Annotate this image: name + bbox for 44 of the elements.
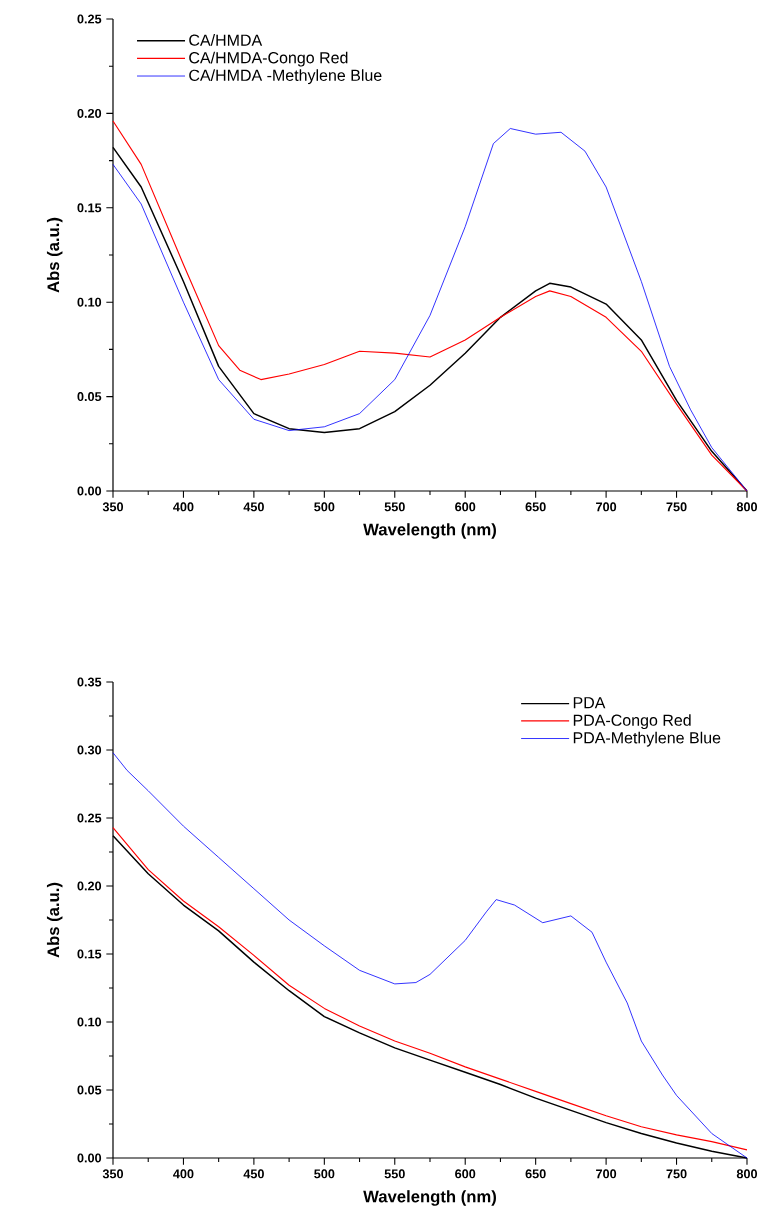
x-axis-title: Wavelength (nm) [363,1190,496,1206]
x-tick-label: 500 [314,1169,335,1179]
x-tick-label: 600 [455,1169,476,1179]
y-tick-label: 0.05 [77,1085,102,1095]
x-tick-label: 550 [384,1169,405,1179]
x-tick-label: 400 [173,502,194,512]
legend-label: PDA [573,697,606,709]
y-tick-label: 0.30 [77,745,102,755]
y-tick-label: 0.05 [77,392,102,402]
y-tick-label: 0.15 [77,203,102,213]
y-tick-label: 0.10 [77,297,102,307]
legend-label: PDA-Congo Red [573,714,691,730]
x-tick-label: 650 [525,1169,546,1179]
y-tick-label: 0.25 [77,813,102,823]
y-tick-label: 0.10 [77,1017,102,1027]
x-tick-label: 650 [525,502,546,512]
y-tick-label: 0.25 [77,14,102,24]
x-tick-label: 700 [596,1169,617,1179]
y-tick-label: 0.00 [77,1153,102,1163]
y-tick-label: 0.00 [77,486,102,496]
y-tick-label: 0.20 [77,108,102,118]
y-axis-title: Abs (a.u.) [46,882,63,958]
x-tick-label: 600 [455,502,476,512]
x-axis-title: Wavelength (nm) [363,523,496,539]
y-tick-label: 0.35 [77,677,102,687]
x-tick-label: 800 [736,502,758,512]
x-tick-label: 800 [736,1169,758,1179]
x-tick-label: 450 [243,1169,264,1179]
x-tick-label: 750 [666,1169,687,1179]
x-tick-label: 350 [102,502,124,512]
legend-label: CA/HMDA-Congo Red [189,51,348,67]
legend-label: CA/HMDA -Methylene Blue [189,69,382,85]
x-tick-label: 450 [243,502,264,512]
x-tick-label: 400 [173,1169,194,1179]
x-tick-label: 700 [596,502,617,512]
legend-label: CA/HMDA [189,34,263,46]
x-tick-label: 550 [384,502,405,512]
x-tick-label: 750 [666,502,687,512]
x-tick-label: 350 [102,1169,124,1179]
legend-label: PDA-Methylene Blue [573,731,721,747]
x-tick-label: 500 [314,502,335,512]
y-tick-label: 0.15 [77,949,102,959]
y-axis-title: Abs (a.u.) [46,217,63,293]
y-tick-label: 0.20 [77,881,102,891]
